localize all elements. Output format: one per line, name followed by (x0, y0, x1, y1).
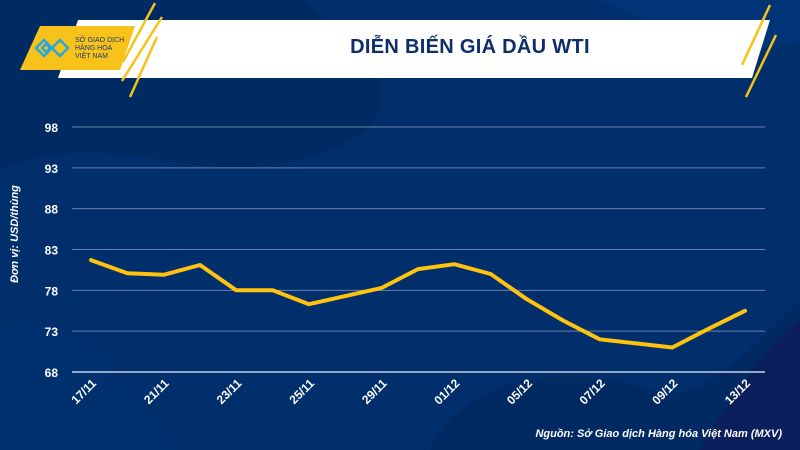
x-tick-label: 09/12 (649, 376, 680, 407)
x-tick-label: 21/11 (141, 376, 172, 407)
y-tick-label: 68 (45, 366, 59, 380)
logo-text: SỞ GIAO DỊCH HÀNG HÓA VIỆT NAM (75, 37, 124, 61)
logo-line: SỞ GIAO DỊCH (75, 37, 125, 44)
series-line-wti (89, 258, 747, 350)
y-tick-label: 78 (45, 284, 59, 298)
y-tick-label: 88 (45, 203, 59, 217)
x-tick-label: 23/11 (214, 376, 245, 407)
x-tick-label: 17/11 (68, 376, 99, 407)
y-tick-label: 83 (45, 244, 59, 258)
y-tick-label: 93 (45, 162, 59, 176)
x-tick-label: 05/12 (504, 376, 535, 407)
x-tick-label: 25/11 (286, 376, 317, 407)
x-tick-label: 29/11 (359, 376, 390, 407)
logo-line: VIỆT NAM (75, 53, 108, 60)
page-title: DIỄN BIẾN GIÁ DẦU WTI (350, 36, 590, 58)
logo-plate (20, 26, 135, 70)
y-tick-label: 73 (45, 325, 59, 339)
y-tick-label: 98 (45, 121, 59, 135)
source-note: Nguồn: Sở Giao dịch Hàng hóa Việt Nam (M… (535, 428, 782, 440)
y-axis-label: Đơn vị: USD/thùng (9, 185, 21, 283)
x-tick-label: 13/12 (722, 376, 753, 407)
title-banner (58, 20, 770, 78)
logo-icon (34, 38, 70, 58)
x-tick-label: 01/12 (431, 376, 462, 407)
x-tick-label: 07/12 (577, 376, 608, 407)
logo-line: HÀNG HÓA (75, 45, 113, 52)
decor-stripes (120, 2, 778, 98)
